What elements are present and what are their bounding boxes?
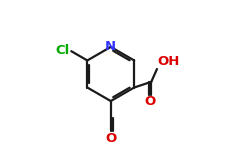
Text: Cl: Cl xyxy=(56,44,70,57)
Text: OH: OH xyxy=(158,55,180,68)
Text: N: N xyxy=(105,40,116,53)
Text: O: O xyxy=(144,95,156,108)
Text: O: O xyxy=(105,132,117,145)
